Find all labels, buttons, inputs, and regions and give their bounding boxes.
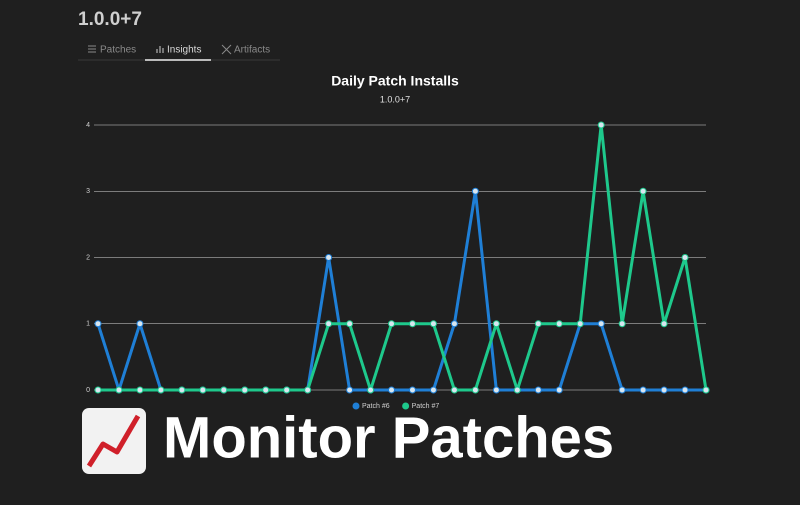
data-point <box>681 386 689 394</box>
data-point <box>492 320 500 328</box>
icon-tile <box>82 408 146 474</box>
data-point <box>408 320 416 328</box>
data-point <box>471 187 479 195</box>
data-point <box>388 386 396 394</box>
data-point <box>450 320 458 328</box>
data-point <box>325 254 333 261</box>
data-point <box>157 386 165 394</box>
data-point <box>283 386 291 394</box>
data-point <box>492 386 500 394</box>
data-point <box>262 386 270 394</box>
data-point <box>429 386 437 394</box>
data-point <box>115 386 123 394</box>
legend-swatch <box>402 402 410 410</box>
data-point <box>94 320 102 328</box>
data-point <box>450 386 458 394</box>
tab[interactable]: Insights <box>167 45 201 56</box>
data-point <box>471 386 479 394</box>
data-point <box>597 320 605 328</box>
data-point <box>534 320 542 328</box>
y-tick-label: 1 <box>86 321 90 328</box>
tab-icons <box>88 44 232 55</box>
data-point <box>576 320 584 328</box>
release-title: 1.0.0+7 <box>78 9 142 30</box>
data-point <box>513 386 521 394</box>
data-point <box>178 386 186 394</box>
data-point <box>241 386 249 394</box>
data-point <box>346 386 354 394</box>
y-tick-label: 4 <box>86 122 90 129</box>
insights-icon <box>156 46 164 53</box>
legend-label: Patch #7 <box>412 403 440 410</box>
tab[interactable]: Patches <box>100 45 136 56</box>
data-point <box>681 254 689 261</box>
y-tick-label: 2 <box>86 254 90 261</box>
tab[interactable]: Artifacts <box>234 45 270 56</box>
data-point <box>555 386 563 394</box>
data-point <box>639 386 647 394</box>
data-point <box>388 320 396 328</box>
icon-trend <box>86 414 141 468</box>
data-point <box>660 386 668 394</box>
banner-icon <box>82 408 146 474</box>
data-point <box>346 320 354 328</box>
chart-subtitle: 1.0.0+7 <box>380 94 410 104</box>
data-point <box>94 386 102 394</box>
data-point <box>325 320 333 328</box>
chart-title: Daily Patch Installs <box>331 73 459 89</box>
y-tick-label: 0 <box>86 387 90 394</box>
data-point <box>597 121 605 129</box>
legend-label: Patch #6 <box>362 403 390 410</box>
data-point <box>534 386 542 394</box>
y-tick-label: 3 <box>86 188 90 195</box>
data-point <box>136 320 144 328</box>
data-point <box>618 386 626 394</box>
data-point <box>220 386 228 394</box>
data-point <box>429 320 437 328</box>
data-point <box>136 386 144 394</box>
data-point <box>199 386 207 394</box>
legend-swatch <box>352 402 360 410</box>
banner-text: Monitor Patches <box>163 405 614 470</box>
data-point <box>639 187 647 195</box>
data-point <box>702 386 710 394</box>
data-point <box>660 320 668 328</box>
artifacts-icon <box>221 44 232 55</box>
data-point <box>408 386 416 394</box>
data-point <box>618 320 626 328</box>
data-point <box>555 320 563 328</box>
data-point <box>304 386 312 394</box>
data-point <box>367 386 375 394</box>
patches-icon <box>88 45 96 53</box>
